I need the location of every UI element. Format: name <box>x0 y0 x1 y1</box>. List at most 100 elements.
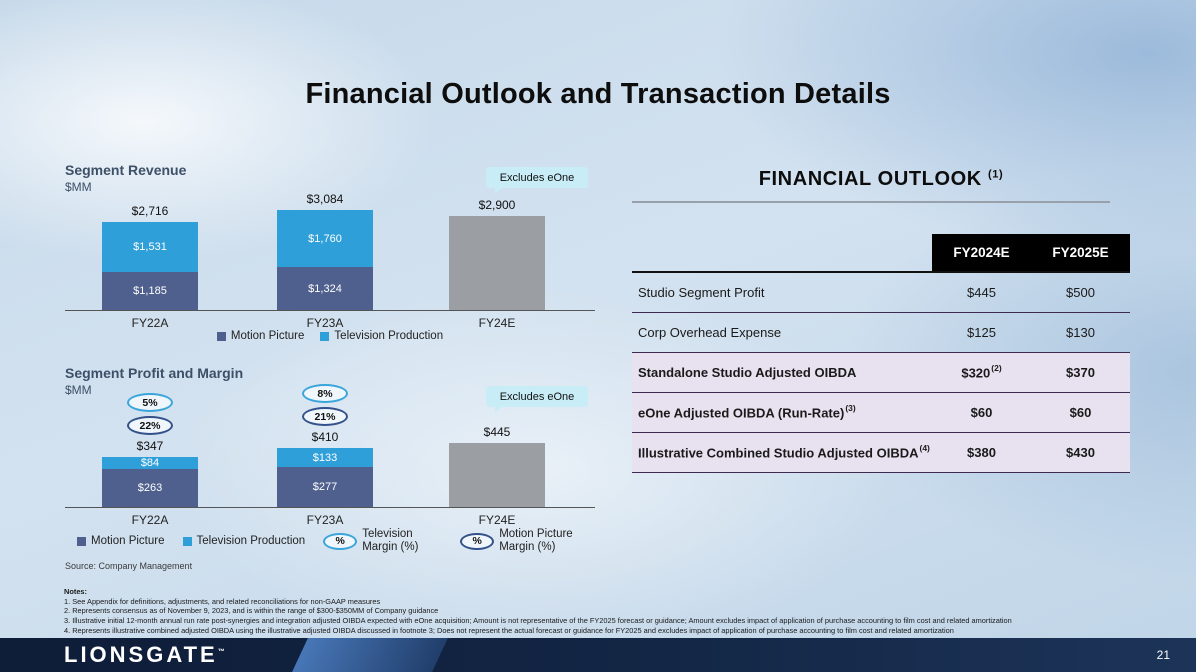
footnote-ref: (2) <box>991 363 1002 374</box>
category-label: FY23A <box>306 513 344 527</box>
legend-label: Television Production <box>334 330 444 342</box>
footnote-ref: (3) <box>845 403 856 414</box>
row-value: $60 <box>1069 405 1092 420</box>
segment-profit-plot: $263 $84 $347 5% 22% FY22A $277 $133 $410 8% 21% FY… <box>65 384 595 527</box>
segment-revenue-legend: Motion Picture Television Production <box>65 330 595 342</box>
bar-stack: $263 $84 <box>102 457 198 507</box>
bar-stack: $277 $133 <box>277 448 373 507</box>
segment-profit-unit: $MM <box>65 383 92 397</box>
logo-text: LIONSGATE <box>64 642 218 667</box>
legend-item: Motion Picture <box>77 535 165 547</box>
segment-revenue-plot: $1,185 $1,531 $2,716 FY22A $1,324 $1,760 $3,08… <box>65 192 595 330</box>
segment-profit-legend: Motion Picture Television Production% Tele… <box>65 528 625 554</box>
bar-segment: $84 <box>102 457 198 469</box>
margin-badge: 22% <box>127 416 173 435</box>
notes-items: 1. See Appendix for definitions, adjustm… <box>64 597 1144 636</box>
legend-item: Motion Picture <box>216 330 305 342</box>
title-underline <box>632 201 1110 203</box>
table-row: eOne Adjusted OIBDA (Run-Rate)(3) $60 $60 <box>632 393 1130 433</box>
footnote-ref: (1) <box>988 168 1004 181</box>
segment-revenue-title: Segment Revenue <box>65 162 187 178</box>
excludes-eone-callout: Excludes eOne <box>486 167 588 194</box>
bar-column: $1,324 $1,760 $3,084 FY23A <box>277 192 373 330</box>
bar-total-label: $410 <box>311 430 339 444</box>
bar-column: $445 FY24E <box>449 425 545 527</box>
row-label: eOne Adjusted OIBDA (Run-Rate)(3) <box>638 403 856 421</box>
legend-item: Television Production <box>182 535 305 547</box>
category-label: FY22A <box>131 316 169 330</box>
source-note: Source: Company Management <box>65 561 193 571</box>
margin-badge: 21% <box>302 407 348 426</box>
financial-outlook-title: FINANCIAL OUTLOOK (1) <box>632 168 1130 191</box>
table-row: Studio Segment Profit $445 $500 <box>632 273 1130 313</box>
bar-segment-label: $1,185 <box>133 285 167 297</box>
bar-segment: $1,531 <box>102 222 198 272</box>
margin-badge: 8% <box>302 384 348 403</box>
legend-label: Motion Picture <box>230 330 305 342</box>
legend-swatch <box>216 331 226 341</box>
table-header: FY2024E FY2025E <box>632 234 1130 271</box>
table-body: Studio Segment Profit $445 $500 Corp Overhe… <box>632 271 1130 473</box>
row-value: $60 <box>970 405 993 420</box>
lionsgate-logo: LIONSGATE™ <box>64 642 225 668</box>
row-label: Studio Segment Profit <box>638 285 765 300</box>
bar-segment-label: $1,531 <box>133 241 167 253</box>
row-value: $320(2) <box>961 363 1002 381</box>
percent-badge: % <box>460 532 495 550</box>
bar-column: $277 $133 $410 8% 21% FY23A <box>277 384 373 527</box>
note-item: 4. Represents illustrative combined adju… <box>64 625 954 635</box>
bar-total-label: $445 <box>483 425 511 439</box>
bar-column: $1,185 $1,531 $2,716 FY22A <box>102 204 198 330</box>
margin-legend-label: Motion Picture Margin (%) <box>499 528 573 554</box>
bar-stack <box>449 443 545 507</box>
bar-stack: $1,324 $1,760 <box>277 210 373 310</box>
bar-segment-label: $1,324 <box>308 282 342 295</box>
bar-segment-label: $263 <box>137 482 163 494</box>
bar-segment: $1,760 <box>277 210 373 267</box>
row-value: $445 <box>967 285 996 300</box>
margin-legend-item: % Television Margin (%) <box>323 528 442 554</box>
note-item: 2. Represents consensus as of November 9… <box>64 606 439 616</box>
legend-label: Motion Picture <box>91 535 165 548</box>
bar-stack: $1,185 $1,531 <box>102 222 198 310</box>
percent-badge: % <box>323 532 358 550</box>
margin-legend-label: Television Margin (%) <box>362 528 419 554</box>
footnote-ref: (4) <box>919 443 930 454</box>
table-header-box: FY2024E FY2025E <box>932 234 1130 271</box>
segment-revenue-unit: $MM <box>65 180 92 194</box>
row-value: $130 <box>1066 325 1095 340</box>
page-number: 21 <box>1156 648 1170 662</box>
bar-segment-label: $1,760 <box>308 232 342 245</box>
bar-segment-label: $133 <box>312 451 338 464</box>
bar-segment: $1,185 <box>102 272 198 310</box>
bar-total-label: $2,716 <box>131 204 169 218</box>
table-row: Standalone Studio Adjusted OIBDA $320(2) $… <box>632 353 1130 393</box>
financial-outlook-title-text: FINANCIAL OUTLOOK <box>758 168 982 190</box>
bar-segment: $263 <box>102 469 198 507</box>
bar-column: $2,900 FY24E <box>449 198 545 330</box>
row-value: $500 <box>1066 285 1095 300</box>
footer-accent-band <box>292 638 448 672</box>
bar-total-label: $2,900 <box>478 198 516 212</box>
category-label: FY23A <box>306 316 344 330</box>
bar-segment: $133 <box>277 448 373 467</box>
bar-column: $263 $84 $347 5% 22% FY22A <box>102 393 198 527</box>
row-label: Standalone Studio Adjusted OIBDA <box>638 365 857 380</box>
table-row: Illustrative Combined Studio Adjusted OI… <box>632 433 1130 473</box>
row-value: $380 <box>967 445 996 460</box>
bar-total-label: $347 <box>136 439 164 453</box>
row-value: $430 <box>1066 445 1095 460</box>
bar-segment-label: $277 <box>312 481 338 493</box>
note-item: 3. Illustrative initial 12-month annual … <box>64 615 1012 625</box>
bar-stack <box>449 216 545 310</box>
row-value: $125 <box>967 325 996 340</box>
bar-total-label: $3,084 <box>306 192 344 206</box>
notes-heading: Notes: <box>64 587 87 596</box>
row-value: $370 <box>1066 365 1095 380</box>
bar-segment-label: $84 <box>140 457 160 469</box>
column-header-fy2025e: FY2025E <box>1052 245 1109 260</box>
margin-legend-item: % Motion Picture Margin (%) <box>460 528 579 554</box>
category-label: FY22A <box>131 513 169 527</box>
bar-segment <box>449 216 545 310</box>
